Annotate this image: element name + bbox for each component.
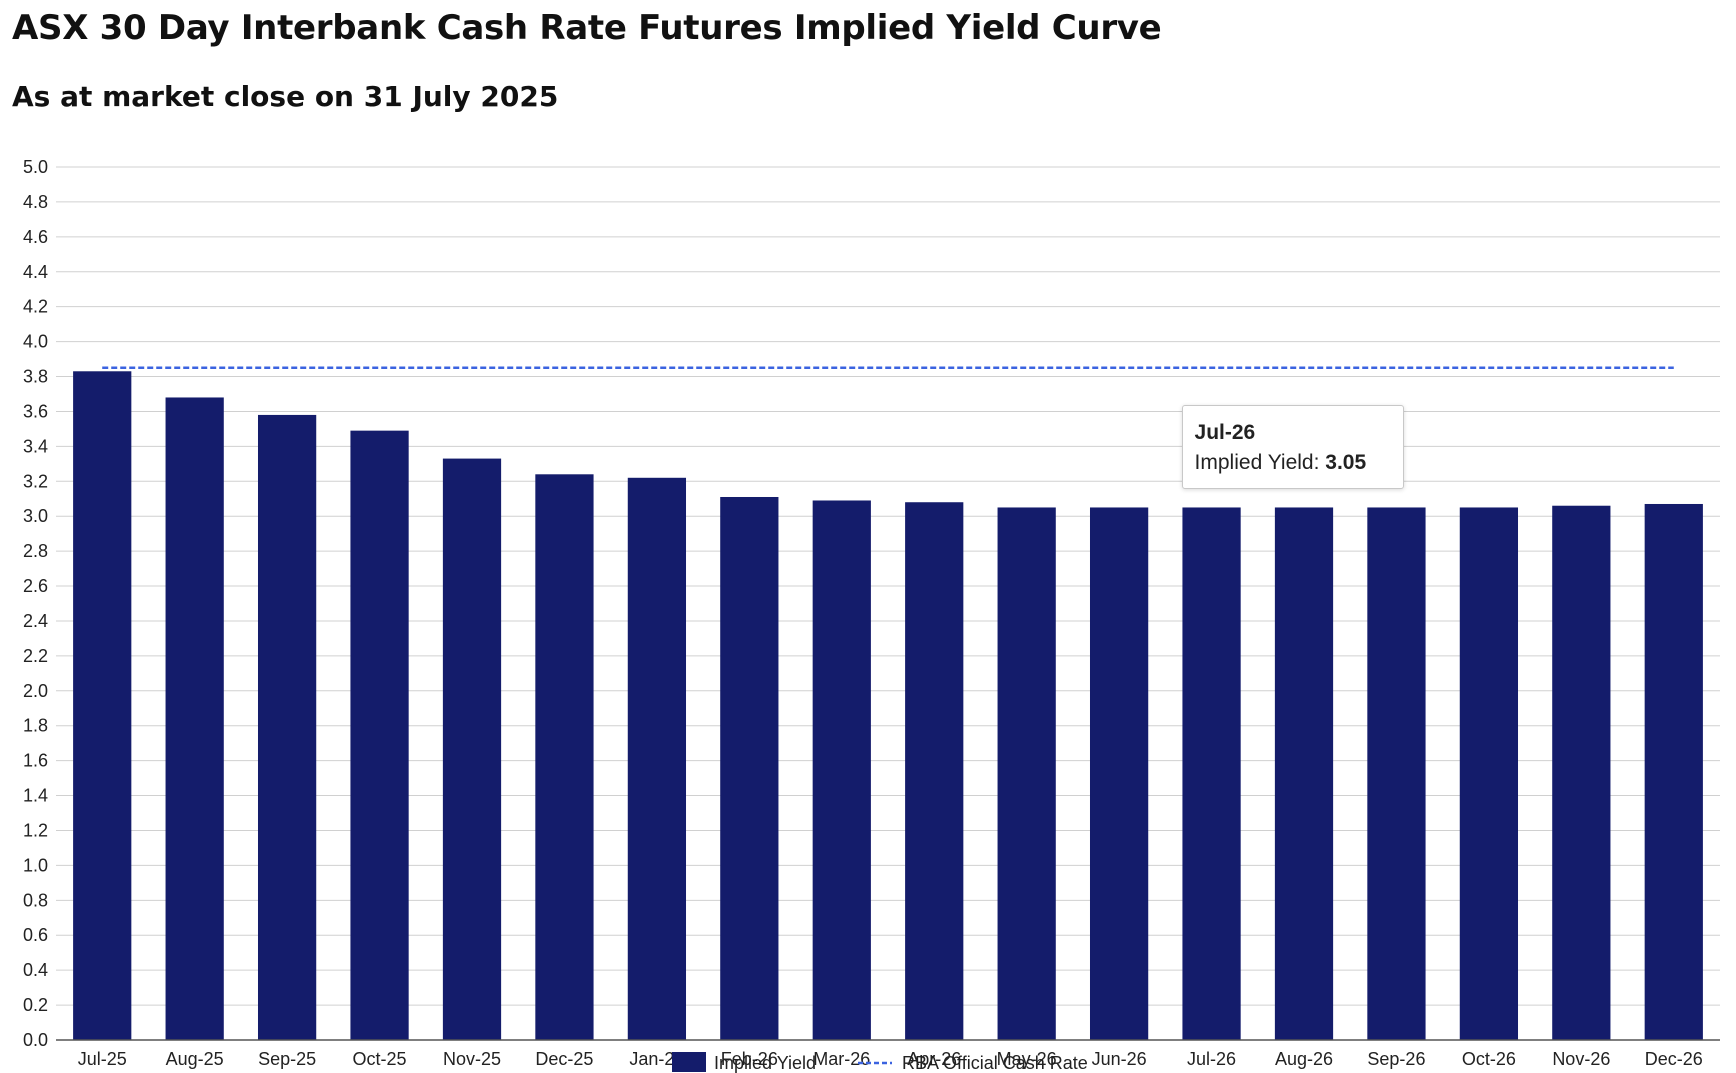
x-tick-label: Nov-26 bbox=[1552, 1049, 1610, 1069]
y-tick-label: 0.6 bbox=[23, 925, 48, 945]
x-tick-label: Oct-25 bbox=[353, 1049, 407, 1069]
x-tick-label: Jan-26 bbox=[629, 1049, 684, 1069]
y-tick-label: 1.2 bbox=[23, 820, 48, 840]
legend-swatch-implied-yield bbox=[672, 1052, 706, 1072]
bar-jul-25 bbox=[73, 371, 132, 1041]
y-tick-label: 4.8 bbox=[23, 192, 48, 212]
bar-aug-25 bbox=[165, 397, 224, 1040]
y-tick-label: 0.0 bbox=[23, 1030, 48, 1050]
y-tick-label: 3.0 bbox=[23, 506, 48, 526]
x-tick-label: Dec-26 bbox=[1645, 1049, 1703, 1069]
y-tick-label: 4.2 bbox=[23, 297, 48, 317]
legend-label-implied-yield: Implied Yield bbox=[714, 1053, 816, 1073]
bar-oct-26 bbox=[1459, 507, 1519, 1041]
y-tick-label: 0.4 bbox=[23, 960, 48, 980]
y-tick-label: 1.6 bbox=[23, 751, 48, 771]
axes: 0.0 0.2 0.4 0.6 0.8 1.0 1.2 1.4 1.6 1.8 2.0 2.2 2.4 2… bbox=[23, 157, 1720, 1069]
bar-sep-25 bbox=[257, 414, 317, 1040]
y-tick-label: 3.8 bbox=[23, 367, 48, 387]
y-tick-label: 2.8 bbox=[23, 541, 48, 561]
bar-nov-26 bbox=[1552, 505, 1611, 1040]
bar-apr-26 bbox=[905, 502, 964, 1040]
bar-dec-26 bbox=[1644, 503, 1703, 1040]
y-tick-label: 3.2 bbox=[23, 471, 48, 491]
chart-legend: Implied Yield RBA Official Cash Rate bbox=[672, 1052, 1088, 1073]
bar-may-26 bbox=[997, 507, 1056, 1041]
y-tick-label: 1.4 bbox=[23, 786, 48, 806]
y-tick-label: 2.6 bbox=[23, 576, 48, 596]
bar-jan-26 bbox=[627, 477, 687, 1041]
page-title: ASX 30 Day Interbank Cash Rate Futures I… bbox=[12, 8, 1162, 48]
x-tick-label: Oct-26 bbox=[1462, 1049, 1516, 1069]
bar-feb-26 bbox=[720, 496, 779, 1040]
grid-lines bbox=[56, 166, 1720, 1006]
x-tick-label: Aug-26 bbox=[1275, 1049, 1333, 1069]
bar-nov-25 bbox=[442, 458, 502, 1040]
x-tick-label: Feb-26 bbox=[721, 1049, 778, 1069]
tooltip-row: Implied Yield: 3.05 bbox=[1195, 448, 1389, 478]
x-tick-label: Jul-26 bbox=[1187, 1049, 1236, 1069]
y-tick-label: 0.2 bbox=[23, 995, 48, 1015]
bar-sep-26 bbox=[1367, 507, 1426, 1041]
y-tick-label: 4.0 bbox=[23, 332, 48, 352]
x-tick-label: Jul-25 bbox=[78, 1049, 127, 1069]
y-tick-label: 1.0 bbox=[23, 855, 48, 875]
tooltip-value: 3.05 bbox=[1325, 451, 1367, 475]
y-tick-label: 2.0 bbox=[23, 681, 48, 701]
y-tick-label: 0.8 bbox=[23, 890, 48, 910]
bar-dec-25 bbox=[535, 474, 594, 1040]
bar-jul-26 bbox=[1182, 507, 1241, 1041]
x-tick-label: Apr-26 bbox=[907, 1049, 961, 1069]
page-subtitle: As at market close on 31 July 2025 bbox=[12, 80, 559, 113]
y-tick-label: 2.4 bbox=[23, 611, 48, 631]
y-tick-label: 3.6 bbox=[23, 401, 48, 421]
y-tick-label: 4.6 bbox=[23, 227, 48, 247]
x-tick-label: Sep-25 bbox=[258, 1049, 316, 1069]
x-tick-label: Dec-25 bbox=[535, 1049, 593, 1069]
x-tick-label: Mar-26 bbox=[813, 1049, 870, 1069]
bar-series-implied-yield bbox=[73, 371, 1703, 1041]
bar-jun-26 bbox=[1089, 507, 1149, 1041]
x-tick-label: Aug-25 bbox=[166, 1049, 224, 1069]
bar-aug-26 bbox=[1274, 507, 1334, 1041]
bar-oct-25 bbox=[350, 430, 409, 1040]
chart-tooltip: Jul-26 Implied Yield: 3.05 bbox=[1181, 405, 1404, 490]
x-tick-label: Nov-25 bbox=[443, 1049, 501, 1069]
y-tick-label: 1.8 bbox=[23, 716, 48, 736]
tooltip-series-label: Implied Yield: bbox=[1194, 451, 1320, 475]
y-tick-label: 5.0 bbox=[23, 157, 48, 177]
bar-mar-26 bbox=[812, 500, 871, 1041]
y-tick-label: 2.2 bbox=[23, 646, 48, 666]
x-tick-label: Sep-26 bbox=[1367, 1049, 1425, 1069]
tooltip-category: Jul-26 bbox=[1194, 421, 1256, 445]
legend-label-rba-cash-rate: RBA Official Cash Rate bbox=[902, 1053, 1088, 1073]
x-tick-label: May-26 bbox=[997, 1049, 1057, 1069]
x-tick-label: Jun-26 bbox=[1092, 1049, 1147, 1069]
y-tick-label: 3.4 bbox=[23, 436, 48, 456]
y-tick-label: 4.4 bbox=[23, 262, 48, 282]
